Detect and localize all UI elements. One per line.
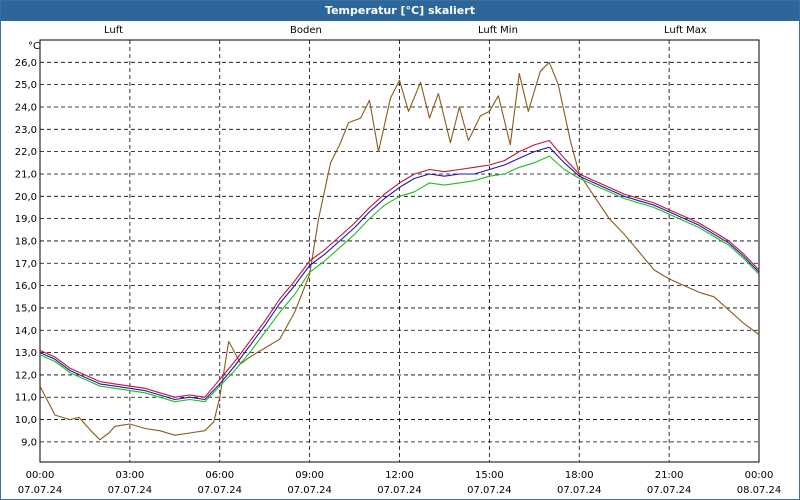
x-tick-date: 07.07.24 — [377, 485, 422, 496]
x-tick-date: 07.07.24 — [108, 485, 153, 496]
x-tick-date: 07.07.24 — [557, 485, 602, 496]
y-tick-label: 15,0 — [15, 303, 37, 314]
x-tick-date: 07.07.24 — [287, 485, 332, 496]
y-tick-label: 24,0 — [15, 102, 37, 113]
legend-boden: Boden — [290, 25, 322, 36]
y-tick-label: 25,0 — [15, 80, 37, 91]
x-tick-time: 09:00 — [295, 470, 324, 481]
x-tick-date: 08.07.24 — [737, 485, 782, 496]
y-tick-label: 22,0 — [15, 147, 37, 158]
x-tick-time: 00:00 — [26, 470, 55, 481]
y-tick-label: 17,0 — [15, 259, 37, 270]
x-tick-time: 12:00 — [385, 470, 414, 481]
y-tick-label: 19,0 — [15, 214, 37, 225]
legend-luft: Luft — [104, 25, 123, 36]
x-tick-date: 07.07.24 — [467, 485, 512, 496]
y-tick-label: 23,0 — [15, 125, 37, 136]
y-tick-label: 18,0 — [15, 236, 37, 247]
y-tick-label: 12,0 — [15, 370, 37, 381]
x-tick-date: 07.07.24 — [197, 485, 242, 496]
series-line-boden — [39, 61, 760, 441]
x-tick-time: 03:00 — [115, 470, 144, 481]
y-tick-label: 10,0 — [15, 415, 37, 426]
series-line-luft-max — [39, 139, 760, 398]
y-tick-label: 21,0 — [15, 169, 37, 180]
series-line-luft-min — [39, 155, 760, 403]
y-axis-unit: °C — [28, 41, 40, 52]
x-tick-date: 07.07.24 — [647, 485, 692, 496]
x-tick-time: 18:00 — [565, 470, 594, 481]
x-tick-time: 15:00 — [475, 470, 504, 481]
y-tick-label: 11,0 — [15, 393, 37, 404]
x-tick-date: 07.07.24 — [18, 485, 63, 496]
legend-luft-max: Luft Max — [664, 25, 707, 36]
chart-title: Temperatur [°C] skaliert — [1, 1, 799, 21]
legend-luft-min: Luft Min — [478, 25, 518, 36]
y-tick-label: 16,0 — [15, 281, 37, 292]
y-tick-label: 9,0 — [21, 437, 37, 448]
series-line-luft — [39, 146, 760, 401]
y-tick-label: 26,0 — [15, 58, 37, 69]
x-tick-time: 00:00 — [745, 470, 774, 481]
x-tick-time: 06:00 — [205, 470, 234, 481]
x-tick-time: 21:00 — [655, 470, 684, 481]
y-tick-label: 14,0 — [15, 326, 37, 337]
y-tick-label: 13,0 — [15, 348, 37, 359]
y-tick-label: 20,0 — [15, 192, 37, 203]
